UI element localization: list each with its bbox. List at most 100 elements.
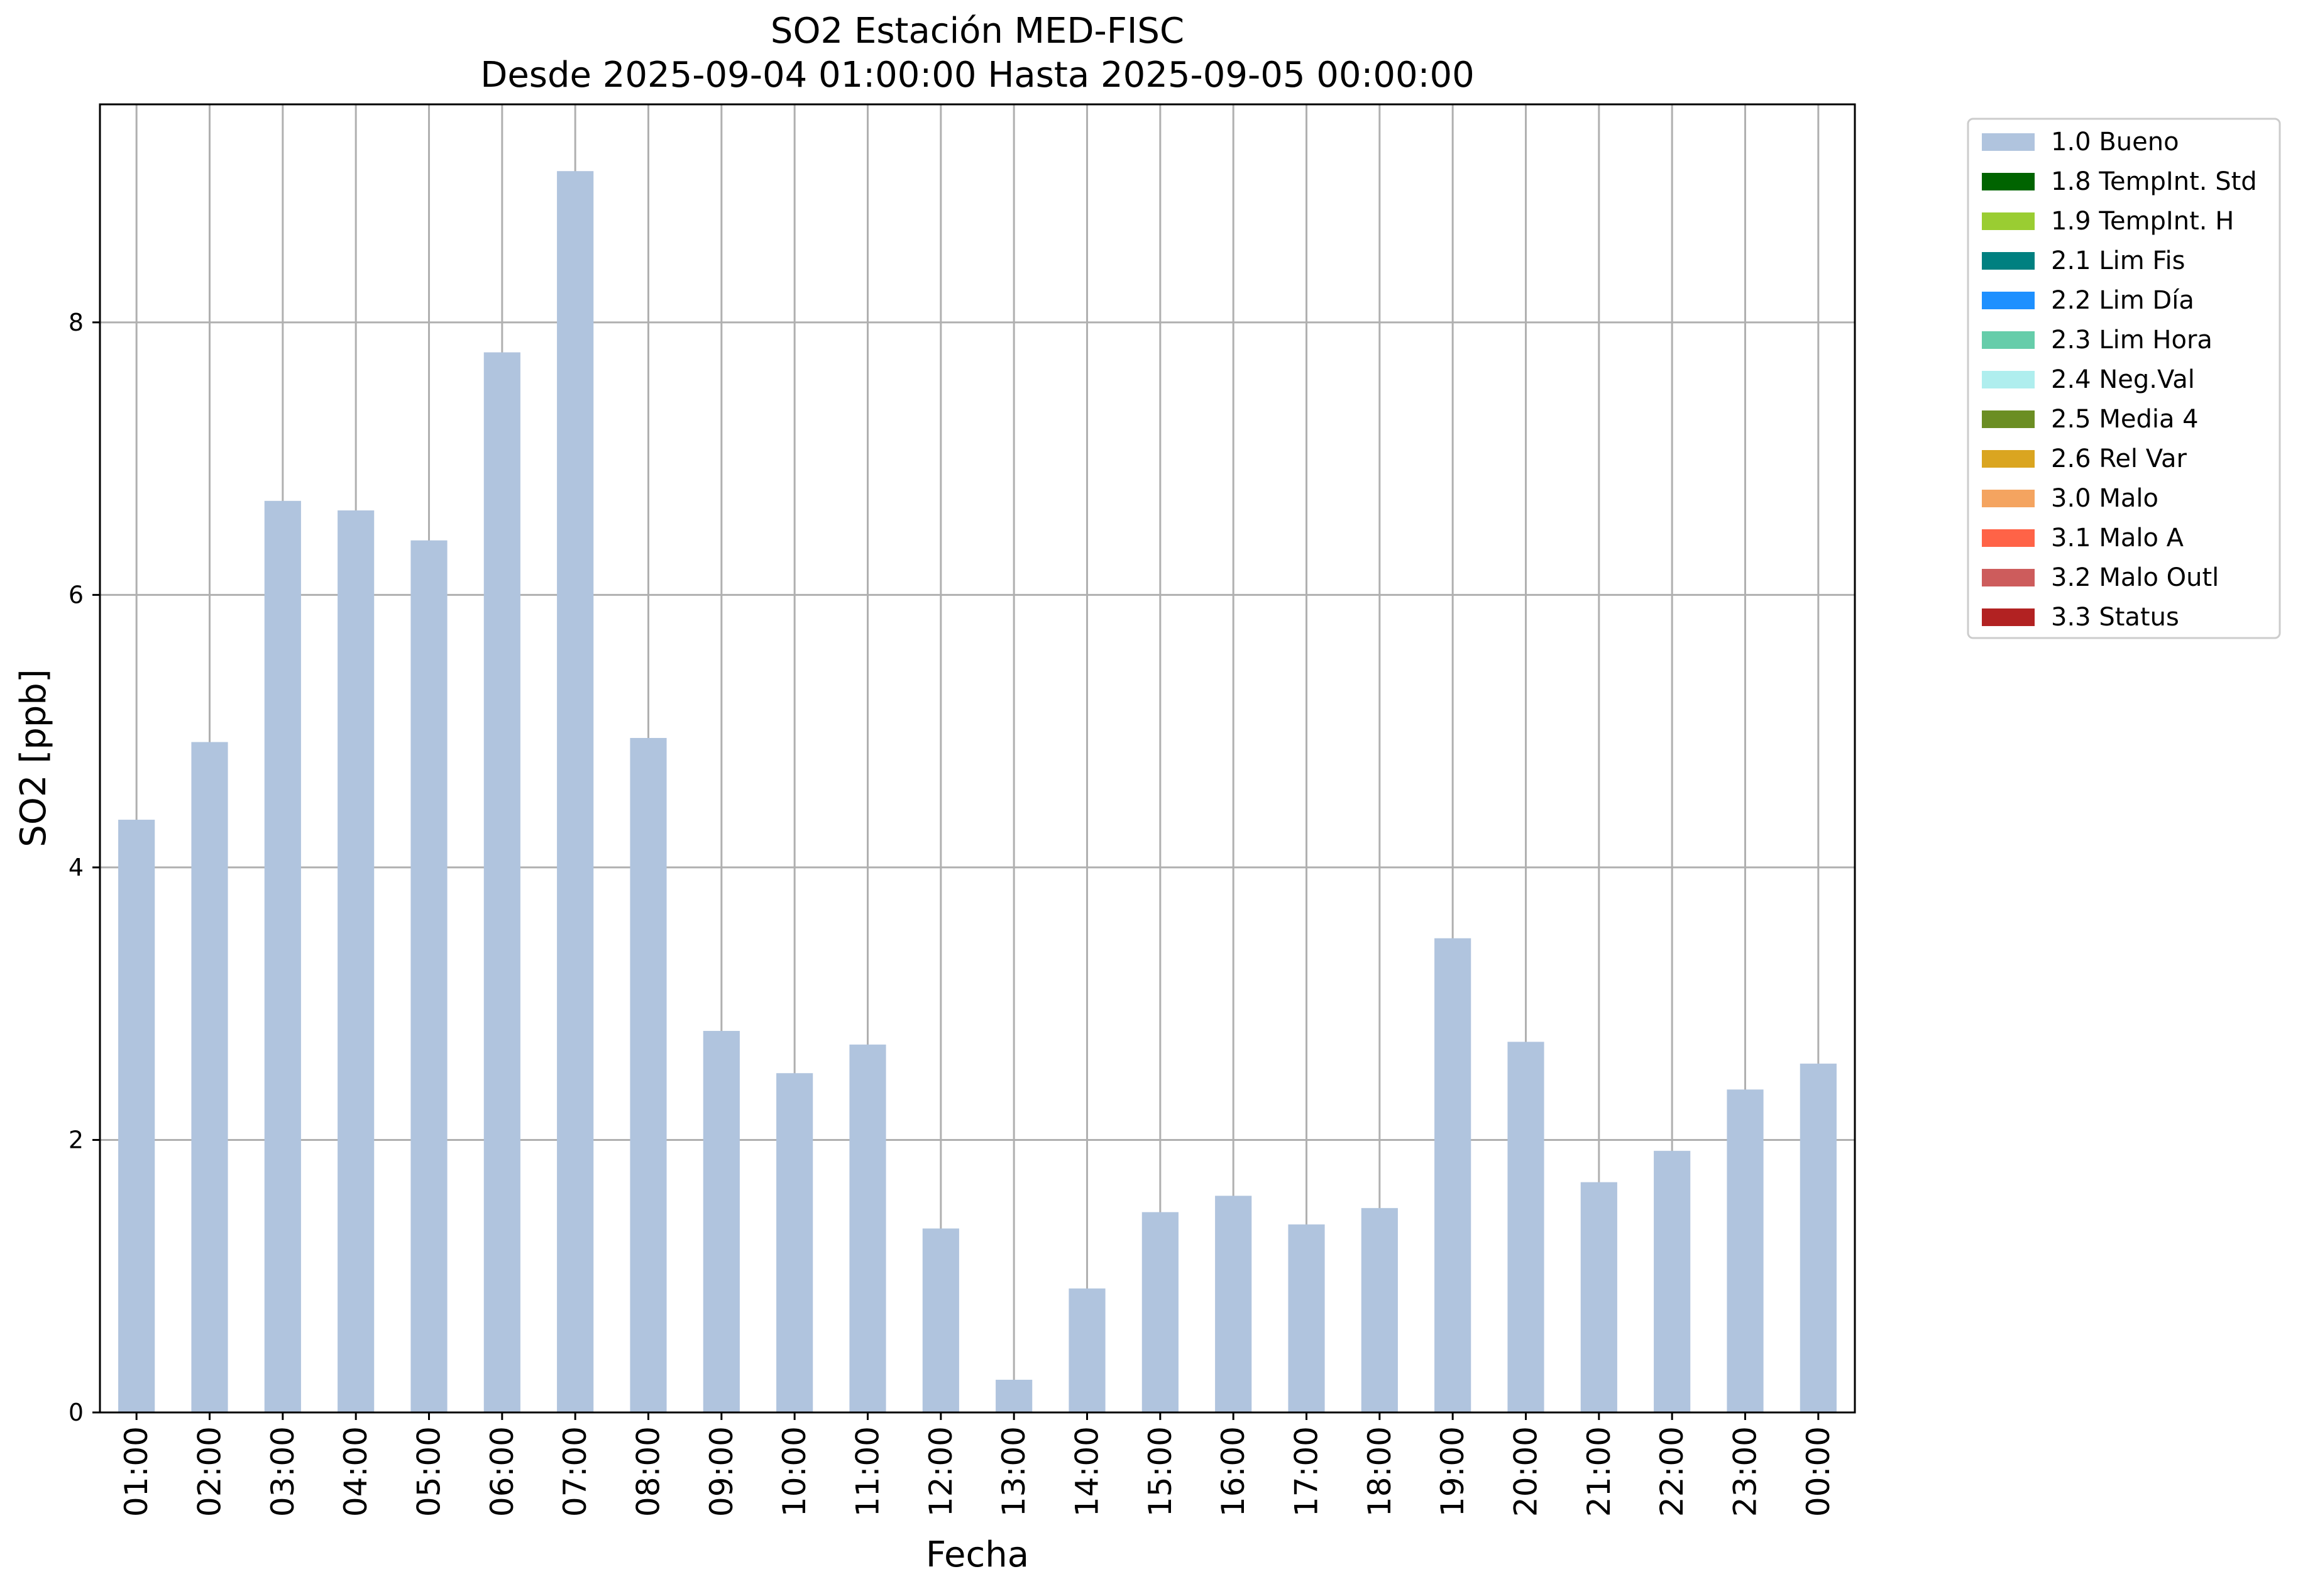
x-tick-label: 08:00 (630, 1426, 667, 1517)
bar (191, 742, 228, 1412)
y-axis: 0 2 4 6 8 (69, 309, 100, 1426)
bar (1361, 1208, 1398, 1412)
x-tick-label: 16:00 (1215, 1426, 1251, 1517)
legend-item: 2.2 Lim Día (1982, 286, 2194, 315)
x-tick-label: 01:00 (118, 1426, 155, 1517)
legend-item: 2.4 Neg.Val (1982, 365, 2195, 394)
legend-item: 1.9 TempInt. H (1982, 207, 2234, 236)
legend-item: 2.5 Media 4 (1982, 405, 2199, 434)
bar (1434, 938, 1471, 1412)
legend-swatch (1982, 569, 2035, 586)
bar (1507, 1042, 1544, 1412)
bar (1727, 1089, 1764, 1412)
legend-label: 2.4 Neg.Val (2051, 365, 2195, 394)
legend-swatch (1982, 252, 2035, 270)
bar (1654, 1150, 1691, 1412)
bar (338, 510, 375, 1413)
bar (776, 1073, 813, 1412)
legend-label: 2.3 Lim Hora (2051, 326, 2213, 355)
legend-item: 2.3 Lim Hora (1982, 326, 2213, 355)
legend-label: 3.3 Status (2051, 603, 2179, 632)
legend-label: 1.0 Bueno (2051, 128, 2179, 157)
x-tick-label: 03:00 (265, 1426, 301, 1517)
legend-item: 2.1 Lim Fis (1982, 246, 2185, 275)
legend-box (1967, 118, 2281, 639)
legend-swatch (1982, 450, 2035, 468)
legend-label: 2.5 Media 4 (2051, 405, 2199, 434)
bar (849, 1044, 886, 1412)
legend-label: 3.2 Malo Outl (2051, 563, 2219, 592)
x-tick-label: 09:00 (703, 1426, 740, 1517)
x-tick-label: 15:00 (1142, 1426, 1179, 1517)
bar (483, 352, 520, 1412)
legend-item: 3.0 Malo (1982, 484, 2158, 513)
legend-swatch (1982, 529, 2035, 547)
bar (630, 737, 667, 1412)
chart-title: SO2 Estación MED-FISC (771, 11, 1184, 52)
y-tick-label: 6 (69, 581, 84, 608)
x-tick-label: 12:00 (923, 1426, 959, 1517)
legend-item: 1.8 TempInt. Std (1982, 167, 2257, 196)
x-tick-label: 05:00 (411, 1426, 448, 1517)
legend-items: 1.0 Bueno 1.8 TempInt. Std 1.9 TempInt. H 2… (1982, 128, 2257, 632)
bar (1141, 1212, 1179, 1412)
bar (410, 540, 448, 1412)
y-tick-label: 0 (69, 1399, 84, 1426)
bar (118, 820, 155, 1412)
bar-layer (118, 171, 1837, 1413)
x-tick-label: 10:00 (776, 1426, 813, 1517)
x-tick-label: 04:00 (338, 1426, 374, 1517)
legend-label: 1.9 TempInt. H (2051, 207, 2234, 236)
bar (1215, 1196, 1252, 1412)
bar (1800, 1064, 1837, 1412)
x-tick-label: 07:00 (557, 1426, 593, 1517)
x-tick-label: 00:00 (1800, 1426, 1837, 1517)
x-tick-label: 19:00 (1434, 1426, 1471, 1517)
x-axis-label: Fecha (926, 1534, 1029, 1575)
legend-swatch (1982, 331, 2035, 349)
legend-label: 2.2 Lim Día (2051, 286, 2194, 315)
legend-swatch (1982, 292, 2035, 309)
legend-item: 3.1 Malo A (1982, 524, 2184, 553)
y-tick-label: 8 (69, 309, 84, 336)
x-tick-label: 14:00 (1069, 1426, 1106, 1517)
x-tick-label: 18:00 (1361, 1426, 1398, 1517)
x-tick-label: 21:00 (1581, 1426, 1617, 1517)
bar (922, 1228, 959, 1412)
bar (1288, 1224, 1325, 1412)
legend-label: 1.8 TempInt. Std (2051, 167, 2257, 196)
y-tick-label: 2 (69, 1126, 84, 1153)
legend-swatch (1982, 490, 2035, 507)
bar (264, 500, 301, 1412)
legend-label: 2.6 Rel Var (2051, 444, 2187, 473)
x-axis: 01:00 02:00 03:00 04:00 05:00 06:00 07:00 08:00… (118, 1412, 1837, 1517)
legend-swatch (1982, 133, 2035, 151)
x-tick-label: 02:00 (192, 1426, 228, 1517)
y-tick-label: 4 (69, 854, 84, 881)
x-tick-label: 11:00 (850, 1426, 886, 1517)
bar (703, 1031, 740, 1412)
y-axis-label: SO2 [ppb] (13, 669, 54, 847)
bar (557, 171, 594, 1412)
legend-swatch (1982, 173, 2035, 190)
legend-swatch (1982, 410, 2035, 428)
legend-item: 3.2 Malo Outl (1982, 563, 2219, 592)
legend-swatch (1982, 371, 2035, 388)
x-tick-label: 20:00 (1508, 1426, 1544, 1517)
legend-item: 1.0 Bueno (1982, 128, 2179, 157)
legend-item: 3.3 Status (1982, 603, 2179, 632)
legend-label: 2.1 Lim Fis (2051, 246, 2185, 275)
legend-item: 2.6 Rel Var (1982, 444, 2187, 473)
bar (1580, 1182, 1617, 1412)
bar (1069, 1288, 1106, 1412)
legend-swatch (1982, 212, 2035, 230)
x-tick-label: 23:00 (1727, 1426, 1764, 1517)
legend-label: 3.0 Malo (2051, 484, 2158, 513)
plot-frame (99, 103, 1856, 1414)
legend-label: 3.1 Malo A (2051, 524, 2184, 553)
x-tick-label: 17:00 (1289, 1426, 1325, 1517)
x-tick-label: 13:00 (996, 1426, 1032, 1517)
bar (996, 1379, 1033, 1412)
